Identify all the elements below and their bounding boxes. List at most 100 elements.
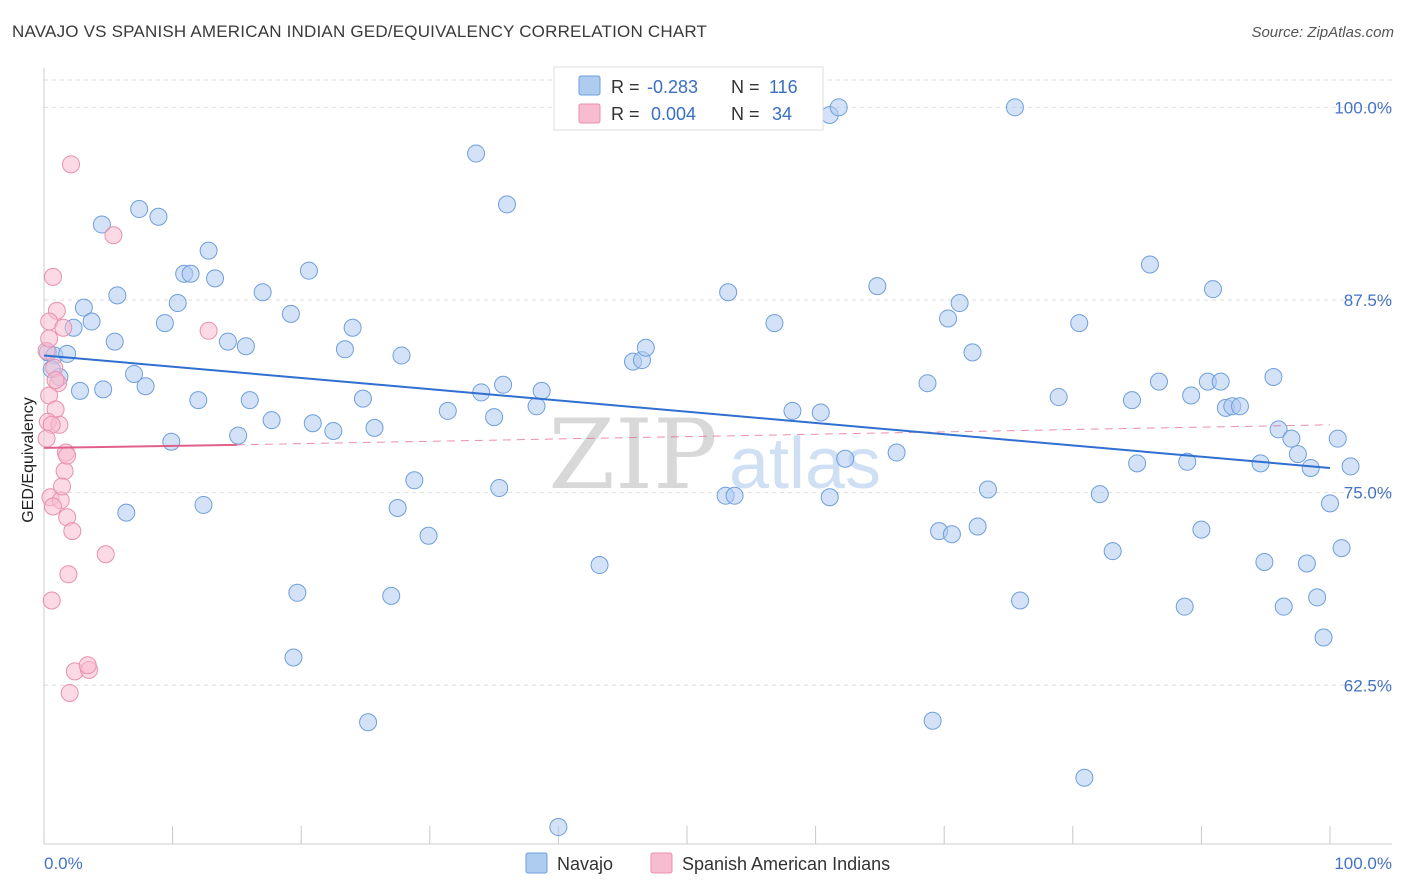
navajo-point bbox=[218, 332, 237, 351]
navajo-point bbox=[1282, 429, 1301, 448]
navajo-point bbox=[527, 397, 546, 416]
navajo-point bbox=[978, 480, 997, 499]
navajo-point bbox=[963, 343, 982, 362]
navajo-point bbox=[811, 403, 830, 422]
navajo-point bbox=[1297, 554, 1316, 573]
spanish-point bbox=[54, 318, 73, 337]
navajo-point bbox=[82, 312, 101, 331]
legend-swatch-spanish bbox=[578, 103, 601, 124]
navajo-point bbox=[155, 314, 174, 333]
navajo-points bbox=[38, 98, 1360, 837]
navajo-point bbox=[636, 338, 655, 357]
navajo-point bbox=[335, 340, 354, 359]
watermark-zip: ZIP bbox=[548, 399, 717, 511]
navajo-point bbox=[392, 346, 411, 365]
navajo-point bbox=[923, 711, 942, 730]
bottom-legend-label-spanish: Spanish American Indians bbox=[682, 854, 890, 874]
navajo-point bbox=[359, 713, 378, 732]
navajo-point bbox=[1192, 520, 1211, 539]
navajo-point bbox=[1103, 542, 1122, 561]
spanish-point bbox=[199, 321, 218, 340]
legend-r-value-navajo: -0.283 bbox=[647, 77, 698, 97]
navajo-point bbox=[438, 401, 457, 420]
navajo-point bbox=[253, 283, 272, 302]
spanish-point bbox=[37, 429, 56, 448]
navajo-point bbox=[820, 488, 839, 507]
x-tick-label-min: 0.0% bbox=[44, 854, 83, 873]
navajo-point bbox=[74, 298, 93, 317]
navajo-point bbox=[1175, 597, 1194, 616]
watermark: ZIP atlas bbox=[548, 399, 881, 511]
spanish-point bbox=[60, 683, 79, 702]
navajo-point bbox=[365, 418, 384, 437]
series-legend: Navajo Spanish American Indians bbox=[525, 852, 890, 874]
chart-source: Source: ZipAtlas.com bbox=[1251, 24, 1394, 41]
navajo-point bbox=[887, 443, 906, 462]
navajo-point bbox=[1182, 386, 1201, 405]
legend-r-value-spanish: 0.004 bbox=[651, 104, 696, 124]
navajo-point bbox=[497, 195, 516, 214]
watermark-atlas: atlas bbox=[729, 424, 881, 504]
bottom-legend-swatch-spanish bbox=[650, 852, 673, 874]
navajo-point bbox=[1332, 539, 1351, 558]
y-tick-label: 100.0% bbox=[1334, 98, 1392, 117]
navajo-point bbox=[343, 318, 362, 337]
spanish-point bbox=[55, 462, 74, 481]
navajo-point bbox=[281, 304, 300, 323]
navajo-point bbox=[1140, 255, 1159, 274]
navajo-point bbox=[284, 648, 303, 667]
navajo-point bbox=[262, 411, 281, 430]
y-tick-label: 87.5% bbox=[1344, 291, 1392, 310]
navajo-point bbox=[1308, 588, 1327, 607]
navajo-point bbox=[168, 294, 187, 313]
navajo-point bbox=[968, 517, 987, 536]
navajo-point bbox=[1011, 591, 1030, 610]
navajo-point bbox=[58, 344, 77, 363]
navajo-point bbox=[868, 277, 887, 296]
navajo-point bbox=[783, 401, 802, 420]
navajo-point bbox=[1341, 457, 1360, 476]
spanish-point bbox=[58, 446, 77, 465]
navajo-point bbox=[388, 499, 407, 518]
legend-swatch-navajo bbox=[578, 75, 601, 96]
navajo-point bbox=[494, 375, 513, 394]
navajo-point bbox=[1274, 597, 1293, 616]
spanish-trendline-extended bbox=[236, 424, 1331, 446]
navajo-point bbox=[1128, 454, 1147, 473]
navajo-point bbox=[549, 818, 568, 837]
navajo-point bbox=[189, 391, 208, 410]
navajo-point bbox=[108, 286, 127, 305]
navajo-point bbox=[1049, 388, 1068, 407]
spanish-point bbox=[44, 497, 63, 516]
navajo-point bbox=[94, 380, 113, 399]
spanish-point bbox=[42, 591, 61, 610]
navajo-point bbox=[1314, 628, 1333, 647]
navajo-point bbox=[303, 414, 322, 433]
navajo-point bbox=[1178, 452, 1197, 471]
gridlines bbox=[44, 79, 1392, 686]
navajo-trendline bbox=[43, 354, 1331, 469]
navajo-point bbox=[939, 309, 958, 328]
bottom-legend-label-navajo: Navajo bbox=[557, 854, 613, 874]
navajo-point bbox=[117, 503, 136, 522]
navajo-point bbox=[1090, 485, 1109, 504]
navajo-point bbox=[324, 421, 343, 440]
navajo-point bbox=[1288, 445, 1307, 464]
navajo-point bbox=[590, 556, 609, 575]
navajo-point bbox=[288, 583, 307, 602]
navajo-point bbox=[765, 314, 784, 333]
spanish-trendline bbox=[43, 443, 237, 449]
navajo-point bbox=[1149, 372, 1168, 391]
chart-title: NAVAJO VS SPANISH AMERICAN INDIAN GED/EQ… bbox=[12, 22, 708, 41]
navajo-point bbox=[918, 374, 937, 393]
navajo-point bbox=[105, 332, 124, 351]
navajo-point bbox=[467, 144, 486, 163]
navajo-point bbox=[1328, 429, 1347, 448]
legend-n-value-navajo: 116 bbox=[769, 77, 798, 97]
navajo-point bbox=[1321, 494, 1339, 513]
correlation-legend: R = -0.283 N = 116 R = 0.004 N = 34 bbox=[553, 66, 824, 131]
navajo-point bbox=[199, 241, 218, 260]
spanish-point bbox=[62, 155, 81, 174]
spanish-point bbox=[96, 545, 115, 564]
